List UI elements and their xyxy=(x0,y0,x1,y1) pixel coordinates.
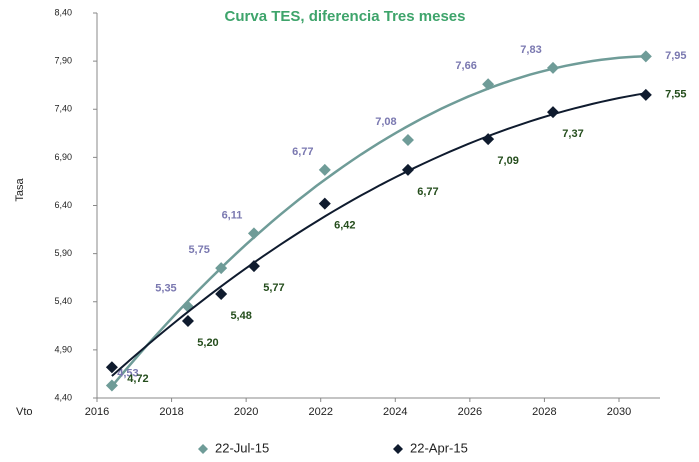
point xyxy=(482,78,495,91)
x-tick-label: 2018 xyxy=(159,406,183,418)
x-tick-label: 2030 xyxy=(607,406,631,418)
point xyxy=(547,61,560,74)
data-label: 7,55 xyxy=(665,89,686,101)
y-tick-label: 6,90 xyxy=(54,152,72,162)
data-label: 6,77 xyxy=(292,146,313,158)
data-label: 4,72 xyxy=(127,373,148,385)
point xyxy=(401,163,414,176)
x-tick-label: 2026 xyxy=(458,406,482,418)
point xyxy=(318,163,331,176)
x-tick-label: 2028 xyxy=(532,406,556,418)
point xyxy=(247,260,260,273)
y-tick-label: 6,40 xyxy=(54,200,72,210)
data-label: 5,77 xyxy=(263,282,284,294)
data-label: 7,37 xyxy=(562,128,583,140)
y-axis-label: Tasa xyxy=(14,178,26,202)
y-tick-label: 7,90 xyxy=(54,56,72,66)
data-label: 5,35 xyxy=(155,282,176,294)
x-tick-label: 2016 xyxy=(85,406,109,418)
data-label: 5,20 xyxy=(197,337,218,349)
x-tick-label: 2024 xyxy=(383,406,407,418)
x-axis-label: Vto xyxy=(16,406,33,418)
point xyxy=(547,106,560,119)
chart-title: Curva TES, diferencia Tres meses xyxy=(225,8,466,25)
data-label: 7,95 xyxy=(665,50,686,62)
data-label: 6,42 xyxy=(334,219,355,231)
point xyxy=(639,50,652,63)
y-tick-label: 4,40 xyxy=(54,392,72,402)
legend-label: 22-Apr-15 xyxy=(410,440,468,455)
legend-marker xyxy=(198,444,208,454)
data-label: 7,08 xyxy=(375,116,396,128)
y-tick-label: 5,90 xyxy=(54,248,72,258)
y-tick-label: 4,90 xyxy=(54,344,72,354)
data-label: 5,48 xyxy=(230,310,251,322)
x-tick-label: 2022 xyxy=(308,406,332,418)
legend-marker xyxy=(393,444,403,454)
point xyxy=(215,262,228,275)
point xyxy=(105,361,118,374)
data-label: 7,83 xyxy=(520,44,541,56)
legend-label: 22-Jul-15 xyxy=(215,440,269,455)
y-tick-label: 5,40 xyxy=(54,296,72,306)
point xyxy=(181,315,194,327)
data-label: 6,11 xyxy=(222,209,243,221)
data-label: 7,09 xyxy=(497,155,518,167)
data-label: 7,66 xyxy=(455,60,476,72)
data-label: 5,75 xyxy=(188,244,209,256)
data-label: 6,77 xyxy=(417,186,438,198)
point xyxy=(215,288,228,301)
point xyxy=(639,88,652,101)
x-tick-label: 2020 xyxy=(234,406,258,418)
y-tick-label: 8,40 xyxy=(54,7,72,17)
point xyxy=(401,134,414,147)
data-label: 4,53 xyxy=(117,367,138,379)
point xyxy=(482,133,495,146)
point xyxy=(105,379,118,392)
trend-line xyxy=(110,54,646,388)
point xyxy=(247,227,260,240)
y-tick-label: 7,40 xyxy=(54,104,72,114)
point xyxy=(318,197,331,210)
